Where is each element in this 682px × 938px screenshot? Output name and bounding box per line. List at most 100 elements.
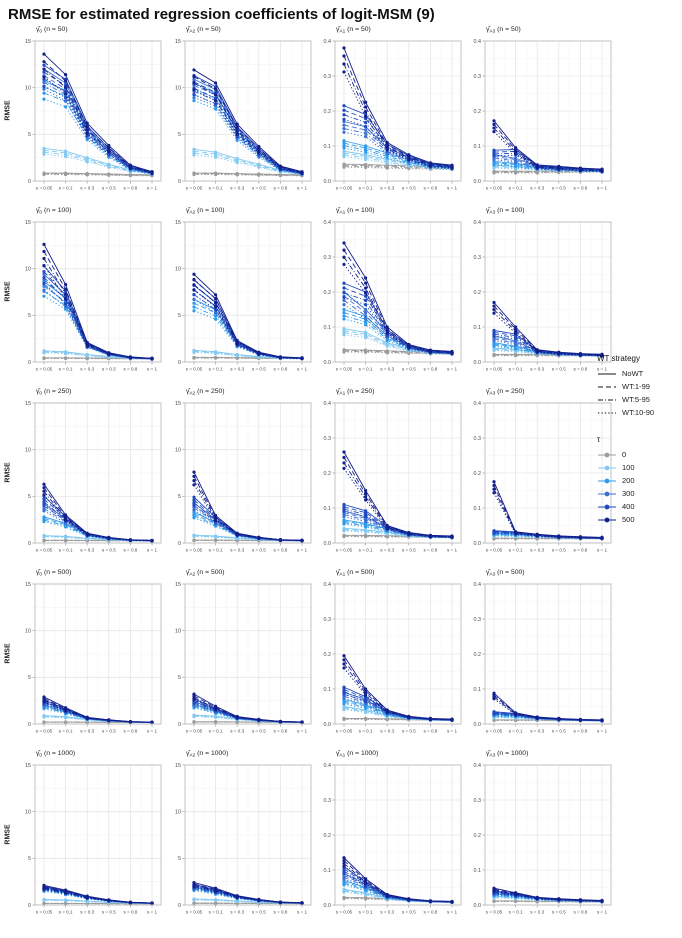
y-tick-label: 0	[178, 903, 181, 909]
data-point	[150, 170, 154, 174]
series-line	[193, 97, 303, 175]
x-tick-label: s = 1	[597, 186, 608, 191]
data-point	[85, 131, 89, 136]
x-tick-label: s = 0.3	[80, 367, 94, 372]
y-tick-label: 5	[28, 856, 31, 862]
legend-tau-label: 200	[622, 476, 635, 485]
data-point	[342, 314, 346, 318]
y-tick-label: 10	[175, 85, 181, 91]
y-tick-label: 0.2	[324, 652, 332, 658]
data-point	[214, 311, 218, 315]
series-line	[193, 716, 303, 723]
series-line	[193, 693, 303, 723]
data-point	[64, 898, 68, 902]
data-point	[364, 131, 368, 135]
data-point	[42, 60, 46, 64]
series-line	[493, 333, 603, 356]
series-line	[43, 78, 153, 174]
data-point	[364, 128, 368, 132]
x-tick-label: s = 1	[147, 910, 158, 915]
color-point-icon	[598, 504, 616, 509]
data-point	[42, 489, 46, 493]
series-line	[493, 534, 603, 540]
y-tick-label: 0.2	[474, 471, 482, 477]
series-line	[193, 351, 303, 360]
y-tick-label: 0.4	[474, 39, 482, 45]
x-tick-label: s = 0.8	[123, 910, 137, 915]
series-line	[43, 61, 153, 173]
x-tick-label: s = 0.5	[102, 367, 116, 372]
series-line	[493, 150, 603, 171]
x-tick-label: s = 0.3	[80, 729, 94, 734]
data-point	[192, 881, 196, 885]
facet-row: RMSE γ̂0 (n = 500) 0 5 10 15 s = 0.05 s = 0.1 s …	[2, 569, 612, 750]
x-tick-label: s = 0.3	[530, 367, 544, 372]
data-point	[278, 355, 282, 359]
data-point	[64, 79, 68, 83]
data-point	[192, 692, 196, 696]
data-point	[192, 74, 196, 79]
data-point	[192, 495, 196, 499]
data-point	[364, 716, 368, 720]
y-tick-label: 5	[178, 856, 181, 862]
legend-wt-item: WT:5-95	[597, 393, 682, 406]
data-point	[214, 513, 218, 518]
y-tick-label: 0.0	[324, 179, 332, 185]
data-point	[385, 708, 389, 712]
data-point	[42, 275, 46, 280]
x-tick-label: s = 1	[147, 729, 158, 734]
data-point	[492, 311, 496, 315]
data-point	[492, 480, 496, 484]
data-point	[42, 486, 46, 490]
y-tick-label: 0	[178, 179, 181, 185]
y-tick-label: 15	[175, 582, 181, 588]
data-point	[342, 255, 346, 259]
data-point	[192, 171, 196, 175]
data-point	[192, 538, 196, 542]
x-tick-label: s = 0.5	[402, 367, 416, 372]
data-point	[492, 119, 496, 123]
y-tick-label: 0.2	[324, 833, 332, 839]
series-line	[43, 295, 153, 360]
data-point	[364, 348, 368, 352]
y-tick-label: 0.3	[324, 255, 332, 261]
data-point	[214, 714, 218, 718]
series-line	[343, 468, 453, 538]
data-point	[492, 130, 496, 134]
y-tick-label: 0.4	[474, 401, 482, 407]
x-tick-label: s = 0.1	[59, 186, 73, 191]
data-point	[364, 687, 368, 691]
legend: WT strategy NoWT WT:1-99 WT:5-95 WT:10-90 τ…	[597, 354, 682, 526]
series-line	[343, 693, 453, 721]
x-tick-label: s = 0.05	[186, 367, 203, 372]
data-point	[192, 309, 196, 313]
facet-panel: γ̂A2 (n = 500) 0 5 10 15 s = 0.05 s = 0.1 s = 0…	[165, 569, 315, 738]
data-point	[42, 695, 46, 699]
legend-tau-label: 100	[622, 463, 635, 472]
y-tick-label: 0	[28, 179, 31, 185]
data-point	[492, 126, 496, 130]
series-line	[343, 530, 453, 539]
series-line	[193, 536, 303, 542]
data-point	[107, 718, 111, 722]
data-point	[42, 270, 46, 274]
y-tick-label: 0	[178, 722, 181, 728]
x-tick-label: s = 0.8	[423, 548, 437, 553]
x-tick-label: s = 0.05	[186, 186, 203, 191]
data-point	[192, 498, 196, 502]
series-line	[343, 63, 453, 168]
series-line	[343, 166, 453, 170]
data-point	[342, 869, 346, 873]
data-point	[42, 75, 46, 79]
x-tick-label: s = 0.1	[359, 548, 373, 553]
series-line	[43, 53, 153, 173]
data-point	[192, 92, 196, 97]
x-tick-label: s = 0.05	[186, 729, 203, 734]
data-point	[364, 495, 368, 499]
data-point	[192, 483, 196, 487]
series-line	[43, 82, 153, 174]
data-point	[42, 500, 46, 504]
series-line	[343, 304, 453, 355]
x-tick-label: s = 0.1	[509, 729, 523, 734]
data-point	[64, 296, 68, 301]
